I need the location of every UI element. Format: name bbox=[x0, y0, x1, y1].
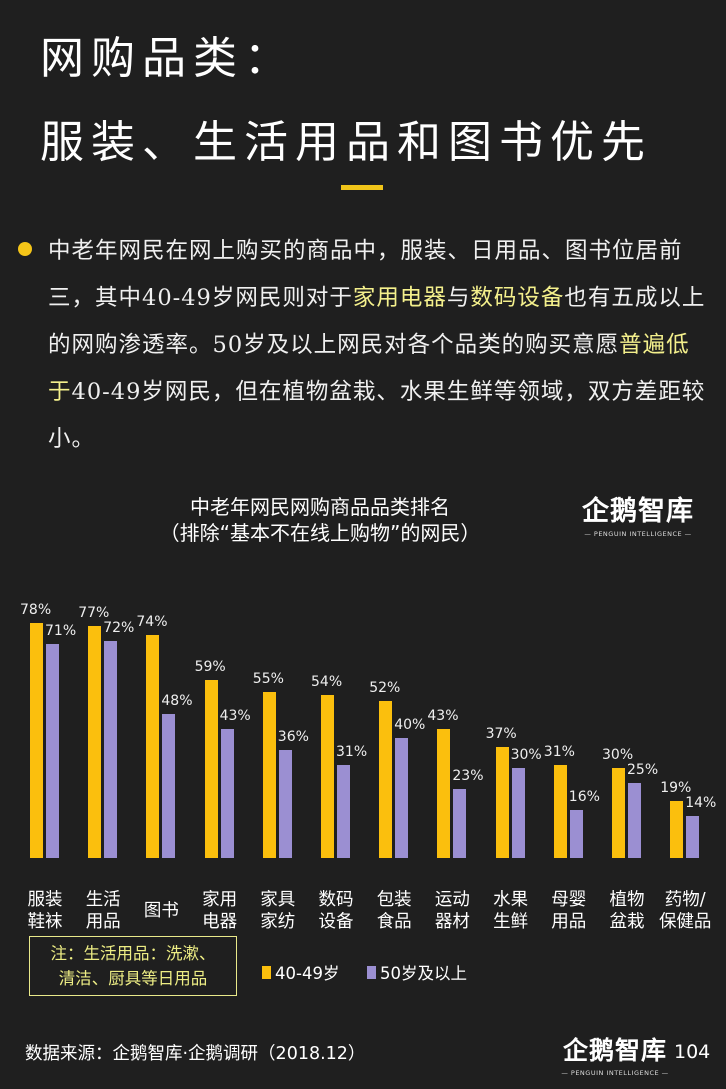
footer-logo: 企鹅智库 — PENGUIN INTELLIGENCE — bbox=[556, 1036, 674, 1077]
bar-40-49 bbox=[204, 680, 218, 858]
bar-50-plus bbox=[220, 728, 234, 858]
category-label: 服装 鞋袜 bbox=[27, 890, 63, 932]
legend-swatch-purple-icon bbox=[367, 965, 376, 979]
value-label: 14% bbox=[685, 794, 717, 811]
bar-40-49 bbox=[379, 701, 393, 858]
data-source: 数据来源：企鹅智库·企鹅调研（2018.12） bbox=[25, 1044, 366, 1064]
page-title-line2: 服装、生活用品和图书优先 bbox=[40, 117, 652, 168]
value-label: 48% bbox=[161, 692, 193, 709]
value-label: 55% bbox=[252, 671, 284, 688]
value-label: 78% bbox=[20, 602, 52, 619]
bar-50-plus bbox=[569, 809, 583, 858]
value-label: 31% bbox=[336, 743, 368, 760]
value-label: 31% bbox=[543, 743, 575, 760]
category-label: 家具 家纺 bbox=[260, 890, 296, 932]
value-label: 43% bbox=[427, 707, 459, 724]
legend-item-40-49: 40-49岁 bbox=[262, 960, 339, 984]
value-label: 30% bbox=[510, 746, 542, 763]
value-label: 54% bbox=[311, 674, 343, 691]
bar-50-plus bbox=[337, 764, 350, 858]
legend-swatch-yellow-icon bbox=[262, 965, 271, 979]
bar-50-plus bbox=[395, 737, 409, 858]
logo-wordmark: 企鹅智库 bbox=[562, 1036, 667, 1065]
bar-40-49 bbox=[321, 695, 334, 858]
bar-40-49 bbox=[670, 800, 684, 858]
chart-title-main: 中老年网民网购商品品类排名 bbox=[190, 495, 450, 519]
bar-50-plus bbox=[511, 767, 525, 858]
page-number: 104 bbox=[674, 1041, 711, 1063]
legend-item-50-plus: 50岁及以上 bbox=[367, 960, 467, 984]
value-label: 23% bbox=[452, 767, 484, 784]
bullet-dot-icon bbox=[18, 242, 32, 256]
bar-40-49 bbox=[146, 635, 160, 858]
category-label: 母婴 用品 bbox=[551, 890, 587, 932]
bar-50-plus bbox=[104, 641, 118, 858]
category-label: 植物 盆栽 bbox=[609, 890, 645, 932]
value-label: 52% bbox=[369, 680, 401, 697]
value-label: 36% bbox=[277, 728, 309, 745]
summary-paragraph: 中老年网民在网上购买的商品中，服装、日用品、图书位居前三，其中40-49岁网民则… bbox=[48, 228, 708, 463]
category-label: 生活 用品 bbox=[85, 890, 121, 932]
value-label: 77% bbox=[78, 605, 110, 622]
category-label: 药物/保健品 bbox=[658, 890, 712, 932]
bar-50-plus bbox=[162, 713, 176, 858]
category-label: 运动 器材 bbox=[434, 890, 470, 932]
value-label: 16% bbox=[568, 788, 600, 805]
summary-text: 也有五成以上的网购渗透率。50岁及以上网民对各个品类的购买意愿 bbox=[48, 285, 706, 358]
title-underline bbox=[341, 185, 383, 190]
highlight-digital-devices: 数码设备 bbox=[470, 285, 565, 311]
value-label: 74% bbox=[136, 614, 168, 631]
bar-50-plus bbox=[453, 788, 467, 858]
bar-50-plus bbox=[278, 749, 292, 858]
legend-label: 40-49岁 bbox=[275, 964, 340, 983]
category-label: 水果 生鲜 bbox=[493, 890, 529, 932]
bar-40-49 bbox=[553, 764, 567, 858]
bar-40-49 bbox=[30, 623, 43, 858]
value-label: 40% bbox=[394, 716, 426, 733]
value-label: 71% bbox=[45, 623, 77, 640]
value-label: 37% bbox=[485, 725, 517, 742]
category-label: 包装 食品 bbox=[376, 890, 412, 932]
value-label: 25% bbox=[627, 761, 659, 778]
bar-40-49 bbox=[437, 728, 451, 858]
category-label: 图书 bbox=[143, 901, 179, 921]
page-title-line1: 网购品类： bbox=[40, 33, 295, 84]
bar-40-49 bbox=[88, 626, 102, 858]
note-line2: 清洁、厨具等日用品 bbox=[58, 969, 208, 988]
bar-40-49 bbox=[262, 692, 276, 858]
value-label: 43% bbox=[219, 707, 251, 724]
bar-50-plus bbox=[46, 644, 59, 858]
logo-wordmark: 企鹅智库 bbox=[582, 496, 694, 527]
summary-text: 40-49岁网民，但在植物盆栽、水果生鲜等领域，双方差距较小。 bbox=[48, 379, 706, 452]
logo-tagline: — PENGUIN INTELLIGENCE — bbox=[584, 530, 692, 538]
category-label: 家用 电器 bbox=[202, 890, 238, 932]
value-label: 19% bbox=[660, 779, 692, 796]
chart-title: 中老年网民网购商品品类排名 （排除“基本不在线上购物”的网民） bbox=[150, 494, 490, 546]
bar-40-49 bbox=[495, 746, 509, 858]
logo-tagline: — PENGUIN INTELLIGENCE — bbox=[561, 1069, 669, 1077]
summary-text: 与 bbox=[446, 285, 471, 311]
summary-text: 中老年网民在网上购买的商品中，服装、日用品、图书位居前三，其中40-49岁网民则… bbox=[48, 238, 683, 311]
bar-40-49 bbox=[612, 767, 625, 858]
value-label: 72% bbox=[103, 620, 135, 637]
chart-subtitle: （排除“基本不在线上购物”的网民） bbox=[159, 521, 481, 545]
bar-50-plus bbox=[628, 782, 641, 858]
legend-label: 50岁及以上 bbox=[380, 964, 467, 983]
note-box: 注：生活用品：洗漱、 清洁、厨具等日用品 bbox=[29, 936, 237, 996]
highlight-home-appliances: 家用电器 bbox=[352, 285, 447, 311]
penguin-intelligence-logo: 企鹅智库 — PENGUIN INTELLIGENCE — bbox=[578, 496, 698, 539]
bar-50-plus bbox=[686, 815, 700, 858]
value-label: 30% bbox=[602, 746, 634, 763]
highlight-generally-lower: 普遍低于 bbox=[48, 332, 690, 405]
category-label: 数码 设备 bbox=[318, 890, 354, 932]
note-line1: 注：生活用品：洗漱、 bbox=[50, 944, 216, 963]
value-label: 59% bbox=[194, 659, 226, 676]
